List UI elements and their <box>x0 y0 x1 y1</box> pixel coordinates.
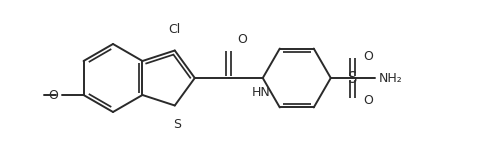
Text: O: O <box>362 94 372 106</box>
Text: S: S <box>348 71 357 85</box>
Text: NH₂: NH₂ <box>378 71 402 85</box>
Text: O: O <box>362 49 372 62</box>
Text: Cl: Cl <box>168 24 181 37</box>
Text: O: O <box>48 89 59 101</box>
Text: HN: HN <box>251 86 270 99</box>
Text: S: S <box>172 118 181 131</box>
Text: O: O <box>236 33 246 46</box>
